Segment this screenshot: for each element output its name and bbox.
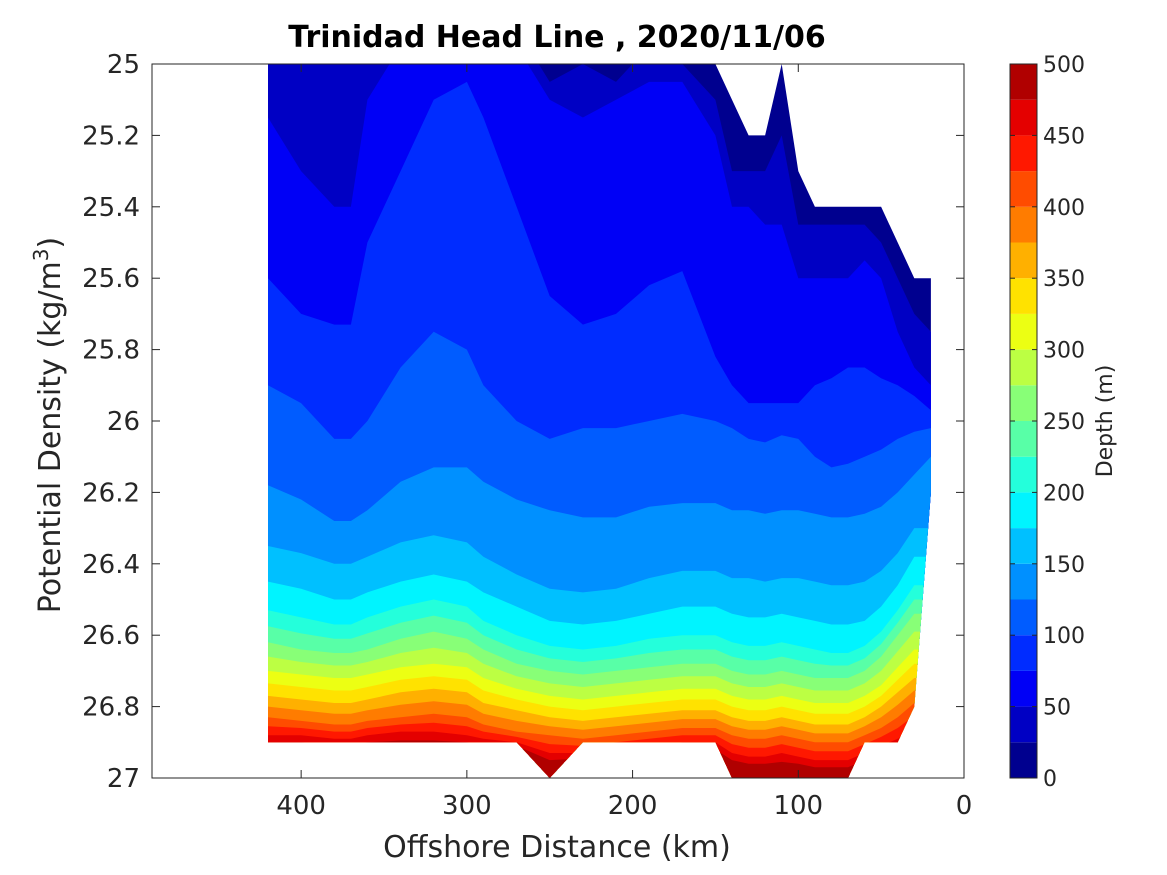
colorbar-segment [1010, 313, 1037, 350]
colorbar-segment [1010, 599, 1037, 636]
colorbar-segment [1010, 421, 1037, 457]
colorbar-segment [1010, 492, 1037, 529]
y-tick-label: 25.2 [82, 121, 140, 151]
y-tick-label: 26 [107, 407, 140, 437]
colorbar [1010, 64, 1037, 778]
colorbar-segment [1010, 385, 1037, 421]
x-tick-label: 100 [773, 791, 823, 821]
y-axis-label-close: ) [33, 237, 68, 249]
colorbar-segment [1010, 528, 1037, 564]
x-tick-label: 200 [608, 791, 658, 821]
colorbar-ticks: 0 50 100 150 200 250 300 350 400 450 500 [1010, 53, 1085, 792]
colorbar-segment [1010, 278, 1037, 314]
colorbar-segment [1010, 99, 1037, 136]
y-tick-label: 26.4 [82, 550, 140, 580]
colorbar-tick-label: 300 [1043, 339, 1085, 364]
colorbar-tick-label: 400 [1043, 196, 1085, 221]
y-axis-ticks: 25 25.2 25.4 25.6 25.8 26 26.2 26.4 26.6 26.8 27 [82, 50, 964, 794]
colorbar-tick-label: 200 [1043, 481, 1085, 506]
y-tick-label: 26.2 [82, 478, 140, 508]
colorbar-tick-label: 450 [1043, 124, 1085, 149]
y-tick-label: 26.6 [82, 621, 140, 651]
colorbar-segment [1010, 456, 1037, 493]
y-tick-label: 26.8 [82, 693, 140, 723]
chart-title: Trinidad Head Line , 2020/11/06 [288, 20, 825, 55]
colorbar-tick-label: 100 [1043, 624, 1085, 649]
colorbar-segment [1010, 242, 1037, 279]
x-axis-ticks: 400 300 200 100 0 [276, 64, 972, 821]
y-tick-label: 25.8 [82, 336, 140, 366]
colorbar-tick-label: 250 [1043, 410, 1085, 435]
y-tick-label: 25.6 [82, 264, 140, 294]
x-tick-label: 400 [276, 791, 326, 821]
y-axis-label: Potential Density (kg/m3) [29, 237, 68, 613]
colorbar-tick-label: 150 [1043, 553, 1085, 578]
y-tick-label: 27 [107, 764, 140, 794]
colorbar-segment [1010, 563, 1037, 600]
colorbar-segment [1010, 670, 1037, 707]
y-tick-label: 25 [107, 50, 140, 80]
y-tick-label: 25.4 [82, 193, 140, 223]
colorbar-tick-label: 500 [1043, 53, 1085, 78]
colorbar-tick-label: 350 [1043, 267, 1085, 292]
colorbar-tick-label: 50 [1043, 696, 1071, 721]
colorbar-segment [1010, 206, 1037, 243]
x-tick-label: 300 [442, 791, 492, 821]
colorbar-segment [1010, 742, 1037, 778]
colorbar-segment [1010, 706, 1037, 743]
colorbar-segment [1010, 349, 1037, 386]
y-axis-label-main: Potential Density (kg/m [33, 261, 68, 613]
colorbar-segment [1010, 64, 1037, 100]
colorbar-segment [1010, 635, 1037, 671]
colorbar-segment [1010, 135, 1037, 172]
colorbar-tick-label: 0 [1043, 767, 1057, 792]
x-tick-label: 0 [956, 791, 973, 821]
x-axis-label: Offshore Distance (km) [383, 830, 731, 865]
colorbar-label: Depth (m) [1093, 365, 1118, 478]
y-axis-label-superscript: 3 [29, 248, 53, 261]
colorbar-segment [1010, 171, 1037, 207]
